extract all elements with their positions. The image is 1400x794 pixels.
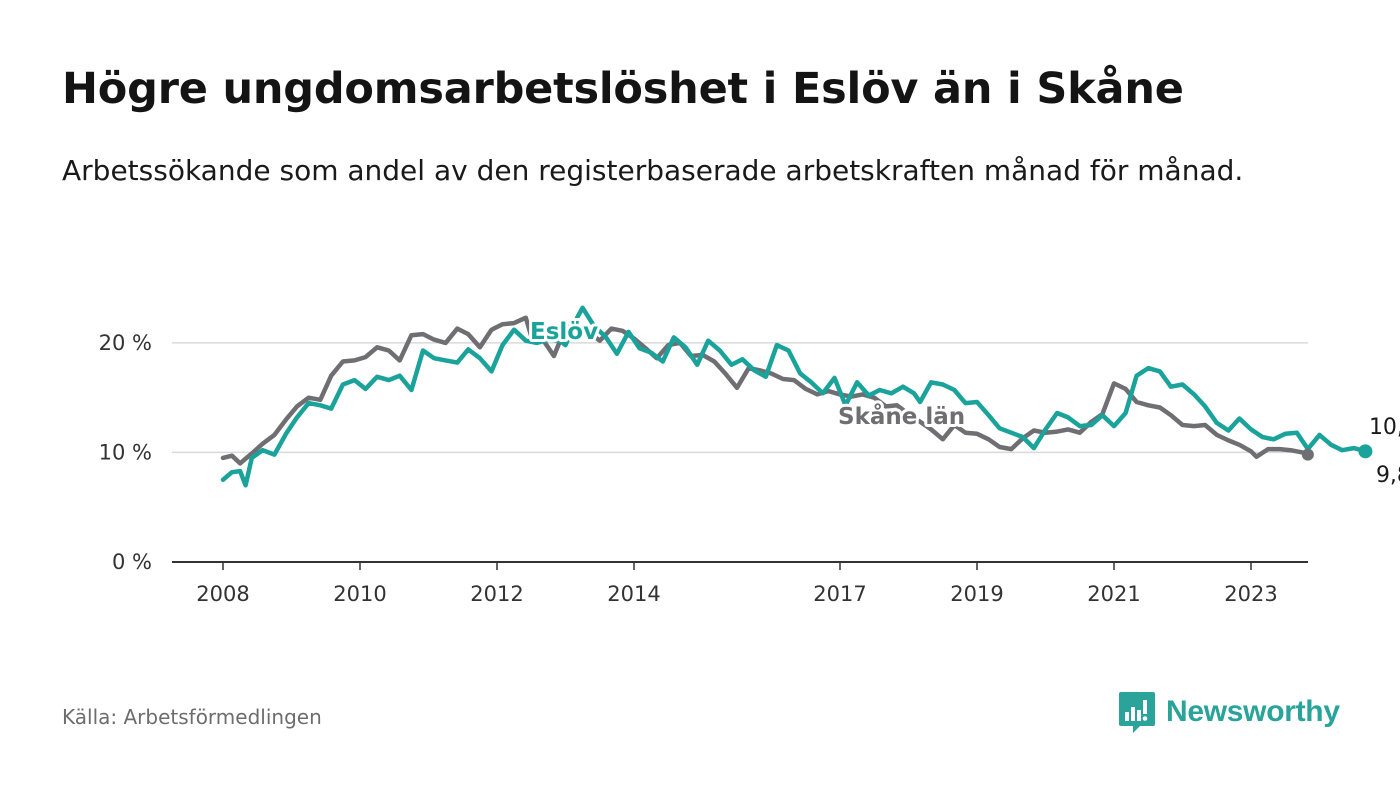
x-tick-label: 2021 (1087, 582, 1140, 606)
source-note: Källa: Arbetsförmedlingen (62, 705, 322, 729)
y-axis: 0 % 10 % 20 % (99, 331, 152, 574)
x-tick-label: 2023 (1224, 582, 1277, 606)
skane-end-marker (1301, 448, 1314, 461)
grid-lines (172, 342, 1308, 454)
x-tick-label: 2014 (607, 582, 660, 606)
x-tick-label: 2012 (470, 582, 523, 606)
y-tick-label: 10 % (99, 440, 152, 464)
eslov-series-label: Eslöv (530, 319, 598, 345)
chart-title: Högre ungdomsarbetslöshet i Eslöv än i S… (62, 64, 1184, 114)
x-axis: 2008 2010 2012 2014 2017 2019 2021 2023 (172, 561, 1308, 606)
chart-subtitle: Arbetssökande som andel av den registerb… (62, 154, 1244, 187)
y-tick-label: 20 % (99, 331, 152, 355)
y-tick-label: 0 % (112, 550, 152, 574)
eslov-end-value: 10,1 % (1369, 415, 1400, 440)
eslov-series-line (220, 305, 1368, 488)
x-tick-label: 2019 (950, 582, 1003, 606)
skane-series-label: Skåne län (838, 403, 965, 430)
series-lines (220, 305, 1373, 488)
eslov-end-marker (1358, 444, 1373, 459)
newsworthy-logo-icon (1119, 692, 1155, 733)
skane-end-value: 9,8 % (1376, 463, 1400, 488)
newsworthy-logo-text: Newsworthy (1166, 695, 1340, 728)
x-tick-label: 2008 (196, 582, 249, 606)
series-labels: Eslöv Skåne län 10,1 % 9,8 % (527, 316, 1400, 491)
x-tick-label: 2017 (813, 582, 866, 606)
skane-series-line (220, 315, 1311, 466)
x-tick-label: 2010 (333, 582, 386, 606)
newsworthy-logo[interactable]: Newsworthy (1118, 690, 1340, 734)
